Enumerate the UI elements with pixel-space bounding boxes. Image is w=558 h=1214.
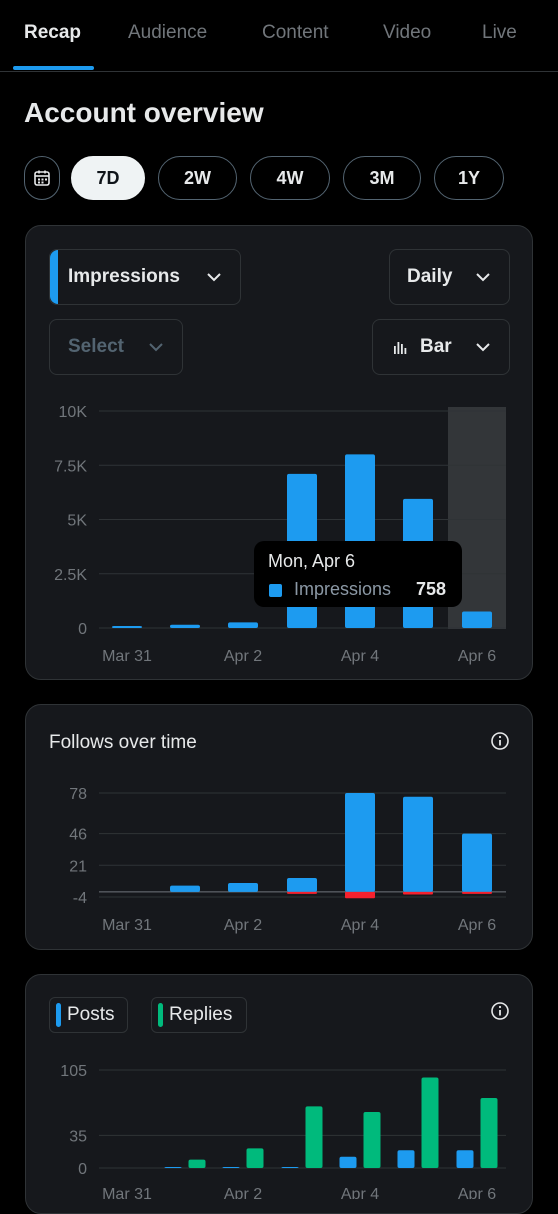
x-tick-label: Apr 4 <box>341 648 379 665</box>
calendar-icon <box>34 170 50 186</box>
chevron-down-icon <box>148 342 164 352</box>
bar-follows <box>462 833 492 892</box>
legend-posts-swatch <box>56 1003 61 1027</box>
tab-live[interactable]: Live <box>482 22 517 43</box>
y-tick-label: 7.5K <box>54 458 87 475</box>
chevron-down-icon <box>475 342 491 352</box>
bar-follows <box>345 793 375 892</box>
range-4w-button[interactable]: 4W <box>250 156 330 200</box>
y-tick-label: 35 <box>69 1128 87 1145</box>
legend-replies[interactable]: Replies <box>151 997 247 1033</box>
tab-bar: Recap Audience Content Video Live <box>0 0 558 72</box>
y-tick-label: 0 <box>78 621 87 638</box>
page-title: Account overview <box>24 97 264 128</box>
x-tick-label: Apr 6 <box>458 917 496 934</box>
tooltip-date: Mon, Apr 6 <box>268 551 356 571</box>
chevron-down-icon <box>475 272 491 282</box>
x-tick-label: Mar 31 <box>102 917 152 934</box>
bar-posts <box>339 1156 357 1168</box>
range-3m-button[interactable]: 3M <box>343 156 421 200</box>
range-7d-button[interactable]: 7D <box>71 156 145 200</box>
legend-replies-swatch <box>158 1003 163 1027</box>
tab-content[interactable]: Content <box>262 22 329 43</box>
x-tick-label: Mar 31 <box>102 1186 152 1199</box>
range-1y-button[interactable]: 1Y <box>434 156 504 200</box>
bar-replies <box>421 1077 439 1168</box>
compare-dropdown-label: Select <box>68 336 124 357</box>
bar-posts <box>397 1150 415 1168</box>
tab-audience[interactable]: Audience <box>128 22 208 43</box>
y-tick-label: 5K <box>67 513 87 530</box>
bar-follows <box>287 877 317 892</box>
bar-replies <box>246 1148 264 1168</box>
y-tick-label: 2.5K <box>54 567 87 584</box>
y-tick-label: 105 <box>60 1063 87 1080</box>
interval-dropdown[interactable]: Daily <box>389 249 510 305</box>
bar-unfollows <box>403 891 433 895</box>
tooltip-swatch <box>269 584 282 597</box>
y-tick-label: 10K <box>59 404 88 421</box>
bar-replies <box>480 1098 498 1168</box>
x-tick-label: Apr 6 <box>458 648 496 665</box>
bar-posts <box>456 1150 474 1168</box>
tab-video[interactable]: Video <box>383 22 432 43</box>
y-tick-label: 21 <box>69 858 87 875</box>
x-tick-label: Apr 6 <box>458 1186 496 1199</box>
range-2w-button[interactable]: 2W <box>158 156 237 200</box>
legend-posts[interactable]: Posts <box>49 997 128 1033</box>
tooltip-value: 758 <box>415 579 446 599</box>
legend-replies-label: Replies <box>169 1004 233 1025</box>
follows-card: Follows over time <box>25 704 533 950</box>
bar-impressions <box>112 626 142 628</box>
chart-type-dropdown[interactable]: Bar <box>372 319 510 375</box>
metric-dropdown[interactable]: Impressions <box>49 249 241 305</box>
x-tick-label: Apr 4 <box>341 917 379 934</box>
posts-replies-card: Posts Replies <box>25 974 533 1214</box>
x-tick-label: Mar 31 <box>102 648 152 665</box>
bar-chart-icon <box>393 340 408 355</box>
bar-replies <box>305 1106 323 1168</box>
y-tick-label: -4 <box>73 890 87 907</box>
bar-impressions <box>462 611 492 628</box>
bar-posts <box>164 1167 182 1168</box>
y-tick-label: 78 <box>69 786 87 803</box>
bar-replies <box>363 1112 381 1168</box>
follows-card-title: Follows over time <box>49 732 197 753</box>
tooltip-label: Impressions <box>294 579 392 599</box>
tabs-divider <box>0 71 558 72</box>
x-tick-label: Apr 2 <box>224 917 262 934</box>
chart-tooltip: Mon, Apr 6 Impressions 758 <box>254 541 462 607</box>
metric-accent <box>50 250 58 304</box>
bar-follows <box>228 883 258 892</box>
bar-unfollows <box>462 891 492 894</box>
x-tick-label: Apr 2 <box>224 648 262 665</box>
chart-type-label: Bar <box>420 336 452 357</box>
chevron-down-icon <box>206 272 222 282</box>
date-picker-button[interactable] <box>24 156 60 200</box>
tab-recap[interactable]: Recap <box>24 22 82 43</box>
x-tick-label: Apr 4 <box>341 1186 379 1199</box>
info-icon[interactable] <box>490 731 510 751</box>
interval-dropdown-label: Daily <box>407 266 453 287</box>
bar-impressions <box>170 624 200 628</box>
bar-posts <box>281 1167 299 1168</box>
legend-posts-label: Posts <box>67 1004 115 1025</box>
compare-dropdown[interactable]: Select <box>49 319 183 375</box>
y-tick-label: 0 <box>78 1161 87 1178</box>
bar-unfollows <box>345 891 375 899</box>
bar-posts <box>222 1167 240 1168</box>
info-icon[interactable] <box>490 1001 510 1021</box>
bar-unfollows <box>287 891 317 894</box>
y-tick-label: 46 <box>69 827 87 844</box>
bar-replies <box>188 1159 206 1168</box>
x-tick-label: Apr 2 <box>224 1186 262 1199</box>
bar-follows <box>403 796 433 892</box>
active-tab-indicator <box>13 66 94 70</box>
bar-follows <box>170 885 200 892</box>
bar-impressions <box>228 622 258 628</box>
metric-dropdown-label: Impressions <box>68 266 180 287</box>
